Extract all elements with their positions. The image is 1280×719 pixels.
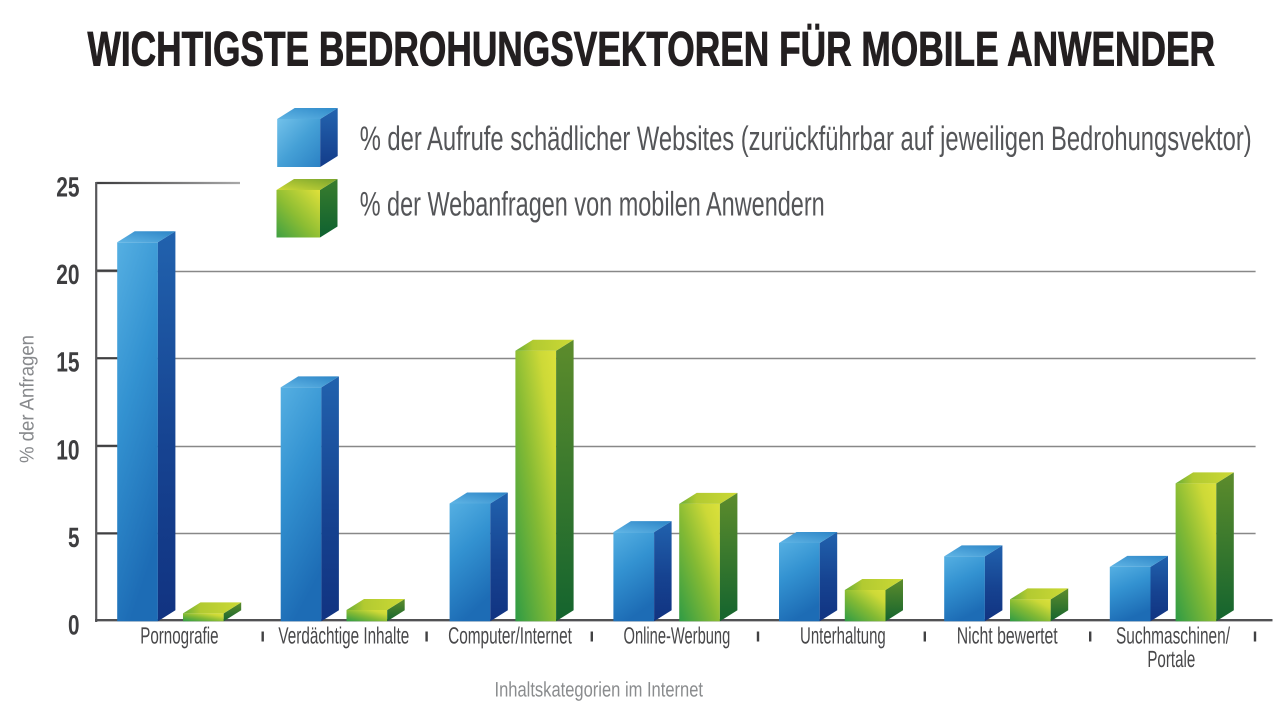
svg-text:Verdächtige Inhalte: Verdächtige Inhalte: [278, 623, 409, 649]
svg-text:15: 15: [56, 347, 79, 378]
svg-text:Online-Werbung: Online-Werbung: [624, 623, 731, 649]
svg-text:5: 5: [68, 522, 80, 553]
svg-text:Portale: Portale: [1147, 646, 1195, 672]
svg-text:Nicht bewertet: Nicht bewertet: [957, 623, 1058, 649]
svg-text:% der Webanfragen von mobilen: % der Webanfragen von mobilen Anwendern: [360, 186, 825, 224]
svg-text:Suchmaschinen/: Suchmaschinen/: [1116, 623, 1230, 649]
svg-text:Inhaltskategorien im Internet: Inhaltskategorien im Internet: [495, 679, 704, 702]
svg-text:% der Anfragen: % der Anfragen: [17, 335, 39, 463]
svg-text:Pornografie: Pornografie: [140, 623, 218, 649]
svg-text:% der Aufrufe schädlicher Webs: % der Aufrufe schädlicher Websites (zurü…: [360, 120, 1252, 158]
svg-text:20: 20: [56, 259, 79, 290]
svg-text:0: 0: [68, 610, 80, 641]
svg-text:Unterhaltung: Unterhaltung: [800, 623, 886, 649]
svg-text:WICHTIGSTE BEDROHUNGSVEKTOREN: WICHTIGSTE BEDROHUNGSVEKTOREN FÜR MOBILE…: [88, 23, 1216, 77]
svg-text:25: 25: [56, 172, 79, 203]
svg-text:10: 10: [56, 434, 79, 465]
svg-text:Computer/Internet: Computer/Internet: [448, 623, 572, 649]
